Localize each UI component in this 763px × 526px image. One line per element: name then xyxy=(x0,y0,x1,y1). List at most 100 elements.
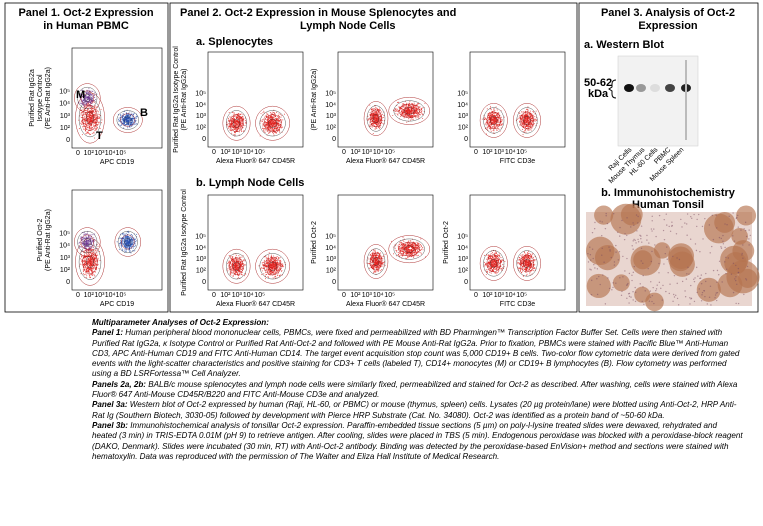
y-axis-label: (PE Anti-Rat IgG2a) xyxy=(45,67,52,129)
event-dot xyxy=(100,108,102,110)
y-tick-label: 0 xyxy=(66,279,70,286)
event-dot xyxy=(132,241,134,243)
scatter xyxy=(363,97,430,136)
event-dot xyxy=(90,267,93,269)
event-dot xyxy=(526,121,528,123)
event-dot xyxy=(489,125,491,127)
event-dot xyxy=(95,116,97,118)
event-dot xyxy=(127,120,130,122)
event-dot xyxy=(367,115,369,117)
event-dot xyxy=(402,103,404,105)
event-dot xyxy=(92,274,94,277)
event-dot xyxy=(119,237,121,239)
event-dot xyxy=(491,113,493,115)
event-dot xyxy=(419,106,421,108)
event-dot xyxy=(262,119,264,121)
event-dot xyxy=(403,117,405,119)
event-dot xyxy=(82,236,84,239)
event-dot xyxy=(124,249,126,251)
event-dot xyxy=(374,111,376,113)
event-dot xyxy=(122,233,124,235)
event-dot xyxy=(89,261,91,263)
event-dot xyxy=(82,95,84,97)
event-dot xyxy=(85,265,88,267)
event-dot xyxy=(87,126,89,128)
event-dot xyxy=(86,232,89,234)
event-dot xyxy=(124,124,126,126)
event-dot xyxy=(85,247,87,249)
event-dot xyxy=(404,115,406,117)
event-dot xyxy=(374,122,376,124)
event-dot xyxy=(122,113,124,115)
event-dot xyxy=(97,121,99,123)
event-dot xyxy=(83,274,85,276)
event-dot xyxy=(245,122,247,125)
event-dot xyxy=(400,112,402,114)
y-tick-label: 10³ xyxy=(326,113,337,120)
event-dot xyxy=(92,119,94,121)
event-dot xyxy=(406,111,408,114)
event-dot xyxy=(260,121,262,123)
event-dot xyxy=(234,115,236,117)
panel-title: Lymph Node Cells xyxy=(300,20,396,32)
event-dot xyxy=(79,258,81,260)
event-dot xyxy=(416,110,418,112)
event-dot xyxy=(136,116,139,118)
event-dot xyxy=(123,243,125,245)
event-dot xyxy=(417,116,419,118)
event-dot xyxy=(94,260,96,262)
x-tick-label: 10⁴ xyxy=(243,149,254,156)
event-dot xyxy=(119,245,121,247)
event-dot xyxy=(84,261,86,263)
event-dot xyxy=(408,102,410,104)
event-dot xyxy=(84,103,86,105)
event-dot xyxy=(243,275,246,277)
event-dot xyxy=(405,108,407,110)
plot-frame xyxy=(207,194,304,291)
event-dot xyxy=(99,260,101,262)
event-dot xyxy=(275,132,277,134)
event-dot xyxy=(492,126,494,128)
event-dot xyxy=(269,127,271,129)
event-dot xyxy=(489,117,491,120)
event-dot xyxy=(238,115,240,117)
event-dot xyxy=(488,117,490,119)
event-dot xyxy=(121,245,123,247)
event-dot xyxy=(415,117,417,119)
event-dot xyxy=(522,114,524,116)
contour xyxy=(82,105,98,131)
event-dot xyxy=(489,115,491,117)
event-dot xyxy=(527,129,529,131)
event-dot xyxy=(94,271,96,273)
event-dot xyxy=(278,126,280,128)
event-dot xyxy=(233,128,236,130)
contour xyxy=(75,92,105,144)
event-dot xyxy=(90,124,92,126)
x-tick-label: 10⁴ xyxy=(105,150,116,157)
event-dot xyxy=(525,126,527,128)
event-dot xyxy=(133,246,135,248)
x-tick-label: 0 xyxy=(212,149,216,156)
event-dot xyxy=(82,271,84,273)
event-dot xyxy=(96,252,98,254)
event-dot xyxy=(404,112,406,114)
event-dot xyxy=(522,111,524,113)
event-dot xyxy=(496,113,498,115)
event-dot xyxy=(235,117,238,119)
event-dot xyxy=(369,124,371,126)
event-dot xyxy=(94,110,96,112)
event-dot xyxy=(134,123,136,125)
event-dot xyxy=(133,119,135,121)
event-dot xyxy=(123,244,125,246)
event-dot xyxy=(275,128,277,130)
event-dot xyxy=(92,116,94,118)
event-dot xyxy=(270,127,272,129)
event-dot xyxy=(86,240,88,242)
event-dot xyxy=(238,118,240,120)
event-dot xyxy=(87,242,89,244)
event-dot xyxy=(262,123,264,125)
event-dot xyxy=(95,129,97,131)
event-dot xyxy=(131,118,134,120)
event-dot xyxy=(82,108,84,110)
event-dot xyxy=(88,241,90,243)
